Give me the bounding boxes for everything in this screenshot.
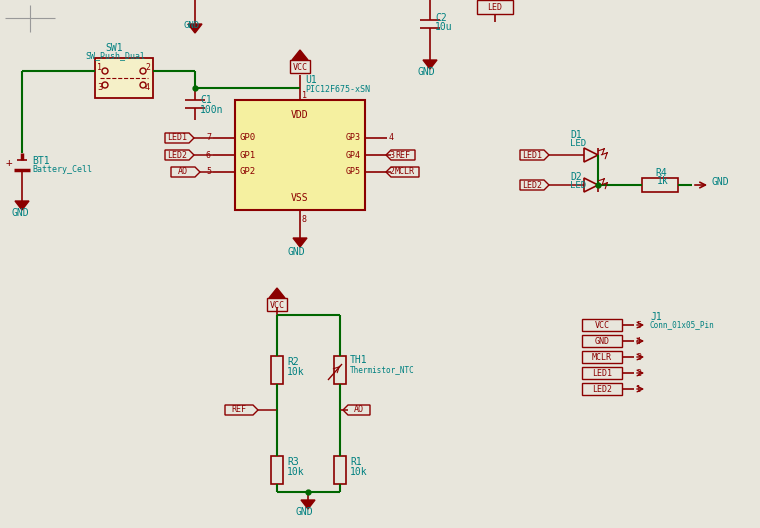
Text: C2: C2	[435, 13, 447, 23]
Text: SW_Push_Dual: SW_Push_Dual	[85, 52, 145, 61]
Bar	[95, 58, 153, 98]
Text: 10k: 10k	[287, 367, 305, 377]
Text: AO: AO	[354, 406, 364, 414]
Bar	[477, 0, 513, 14]
Text: Battery_Cell: Battery_Cell	[32, 165, 92, 174]
Bar	[582, 351, 622, 363]
Bar	[582, 383, 622, 395]
Text: R1: R1	[350, 457, 362, 467]
Text: C1: C1	[200, 95, 212, 105]
Text: 1: 1	[97, 63, 102, 72]
Polygon shape	[188, 24, 202, 33]
Text: 5: 5	[206, 167, 211, 176]
Text: LED: LED	[570, 139, 586, 148]
Polygon shape	[15, 201, 29, 210]
Text: SW1: SW1	[105, 43, 122, 53]
Text: J1: J1	[650, 312, 662, 322]
Bar	[334, 456, 346, 484]
Text: U1: U1	[305, 75, 317, 85]
Text: 100n: 100n	[200, 105, 223, 115]
Bar	[582, 319, 622, 331]
Text: GND: GND	[296, 507, 314, 517]
Text: GP0: GP0	[239, 134, 255, 143]
Text: REF: REF	[232, 406, 246, 414]
Text: LED: LED	[487, 3, 502, 12]
Text: GP5: GP5	[346, 167, 361, 176]
Text: LED: LED	[570, 182, 586, 191]
Text: MCLR: MCLR	[395, 167, 415, 176]
Bar	[582, 367, 622, 379]
Text: D1: D1	[570, 130, 581, 140]
Text: VCC: VCC	[594, 320, 610, 329]
Bar	[582, 335, 622, 347]
Text: 4: 4	[389, 134, 394, 143]
Text: 8: 8	[302, 215, 307, 224]
Text: GND: GND	[594, 336, 610, 345]
Text: GP1: GP1	[239, 150, 255, 159]
Bar	[271, 356, 283, 384]
Text: GND: GND	[12, 208, 30, 218]
Text: +: +	[6, 158, 13, 168]
Text: REF: REF	[395, 150, 410, 159]
Text: GP2: GP2	[239, 167, 255, 176]
Text: D2: D2	[570, 172, 581, 182]
Text: Thermistor_NTC: Thermistor_NTC	[350, 365, 415, 374]
Text: BT1: BT1	[32, 156, 49, 166]
Text: R2: R2	[287, 357, 299, 367]
Text: 6: 6	[206, 150, 211, 159]
Bar	[267, 298, 287, 311]
Text: 3: 3	[636, 353, 641, 362]
Text: MCLR: MCLR	[592, 353, 612, 362]
Text: 10k: 10k	[287, 467, 305, 477]
Text: 2: 2	[636, 369, 641, 378]
Text: LED2: LED2	[592, 384, 612, 393]
Text: 5: 5	[636, 320, 641, 329]
Text: LED2: LED2	[167, 150, 187, 159]
Polygon shape	[423, 60, 437, 69]
Text: TH1: TH1	[350, 355, 368, 365]
Text: GND: GND	[183, 22, 199, 31]
Bar	[290, 60, 310, 73]
Text: VDD: VDD	[291, 110, 309, 120]
Text: VCC: VCC	[293, 62, 308, 71]
Text: PIC12F675-xSN: PIC12F675-xSN	[305, 86, 370, 95]
Text: 7: 7	[206, 134, 211, 143]
Text: GND: GND	[418, 67, 435, 77]
Text: LED1: LED1	[592, 369, 612, 378]
Polygon shape	[292, 50, 308, 60]
Bar	[235, 100, 365, 210]
Text: 2: 2	[145, 63, 150, 72]
Text: 1: 1	[636, 384, 641, 393]
Text: 10u: 10u	[435, 22, 453, 32]
Text: 1: 1	[302, 90, 307, 99]
Text: AO: AO	[178, 167, 188, 176]
Text: LED2: LED2	[522, 181, 542, 190]
Text: 10k: 10k	[350, 467, 368, 477]
Text: Conn_01x05_Pin: Conn_01x05_Pin	[650, 320, 714, 329]
Polygon shape	[269, 288, 285, 298]
Bar	[642, 178, 678, 192]
Text: GP4: GP4	[346, 150, 361, 159]
Text: R3: R3	[287, 457, 299, 467]
Text: 4: 4	[636, 336, 641, 345]
Text: LED1: LED1	[522, 150, 542, 159]
Text: 1k: 1k	[657, 176, 669, 186]
Text: 2: 2	[389, 167, 394, 176]
Text: 4: 4	[145, 83, 150, 92]
Text: GND: GND	[712, 177, 730, 187]
Text: 3: 3	[97, 83, 103, 92]
Bar	[334, 356, 346, 384]
Text: 3: 3	[389, 150, 394, 159]
Polygon shape	[301, 500, 315, 509]
Polygon shape	[293, 238, 307, 247]
Text: GP3: GP3	[346, 134, 361, 143]
Text: R4: R4	[655, 168, 667, 178]
Text: LED1: LED1	[167, 134, 187, 143]
Text: VSS: VSS	[291, 193, 309, 203]
Text: VCC: VCC	[270, 300, 284, 309]
Text: GND: GND	[288, 247, 306, 257]
Bar	[271, 456, 283, 484]
